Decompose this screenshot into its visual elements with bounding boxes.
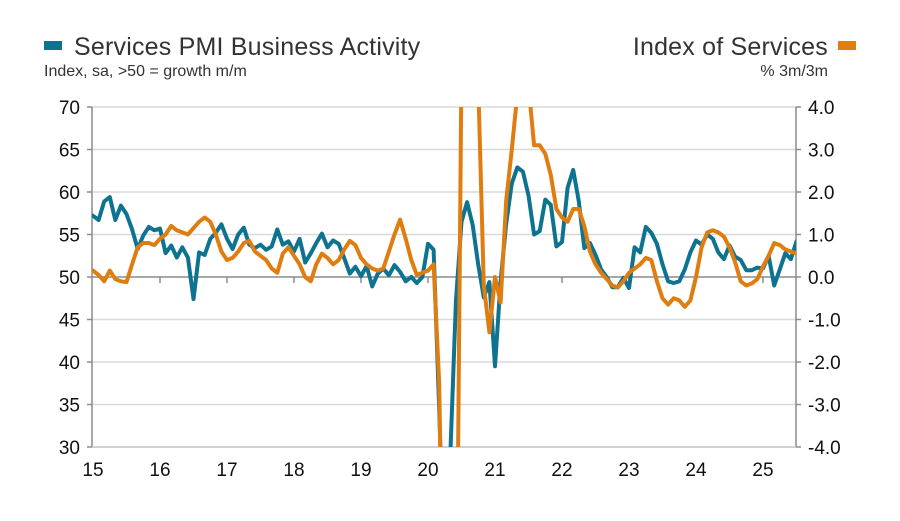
- x-tick-label: 23: [618, 460, 639, 481]
- left-tick-label: 60: [59, 183, 80, 204]
- axes: [87, 106, 801, 448]
- x-tick-label: 25: [752, 460, 773, 481]
- x-tick-label: 18: [283, 460, 304, 481]
- x-tick-label: 20: [417, 460, 438, 481]
- tick-labels: 70 65 60 55 50 45 40 35 30 4.0 3.0 2.0 1.0 0.0 -1.0 -2.…: [59, 98, 841, 481]
- right-tick-label: -3.0: [808, 396, 841, 417]
- legend-right: Index of Services % 3m/3m: [633, 33, 856, 83]
- left-tick-label: 45: [59, 311, 80, 332]
- left-tick-label: 55: [59, 226, 80, 247]
- right-tick-label: 2.0: [808, 183, 834, 204]
- right-tick-label: 1.0: [808, 226, 834, 247]
- legend-pmi-subtitle: Index, sa, >50 = growth m/m: [44, 63, 247, 80]
- left-tick-label: 65: [59, 141, 80, 162]
- right-tick-label: 0.0: [808, 268, 834, 289]
- legend-ios-label: Index of Services: [632, 33, 828, 61]
- x-tick-label: 22: [551, 460, 572, 481]
- legend-ios: Index of Services: [633, 33, 856, 61]
- left-tick-label: 40: [59, 353, 80, 374]
- legend-pmi-label: Services PMI Business Activity: [74, 33, 421, 61]
- x-tick-label: 19: [350, 460, 371, 481]
- right-tick-label: -4.0: [808, 438, 841, 459]
- series-group: [92, 107, 796, 447]
- x-tick-label: 17: [216, 460, 237, 481]
- right-tick-label: -2.0: [808, 353, 841, 374]
- left-tick-label: 50: [59, 268, 80, 289]
- left-tick-label: 30: [59, 438, 80, 459]
- left-tick-label: 70: [59, 98, 80, 119]
- x-tick-label: 24: [685, 460, 707, 481]
- legend-left: Services PMI Business Activity Index, sa…: [44, 33, 420, 83]
- x-tick-label: 16: [149, 460, 170, 481]
- left-tick-label: 35: [59, 396, 80, 417]
- x-tick-label: 21: [484, 460, 505, 481]
- legend-ios-subtitle: % 3m/3m: [760, 63, 828, 80]
- right-tick-label: -1.0: [808, 311, 841, 332]
- pmi-legend-swatch: [44, 40, 62, 50]
- series-line-services-pmi: [92, 165, 796, 447]
- x-tick-label: 15: [82, 460, 103, 481]
- series-line-index-of-services: [92, 107, 796, 447]
- right-tick-label: 3.0: [808, 141, 834, 162]
- legend-pmi: Services PMI Business Activity: [44, 33, 420, 61]
- ios-legend-swatch: [838, 40, 856, 50]
- right-tick-label: 4.0: [808, 98, 834, 119]
